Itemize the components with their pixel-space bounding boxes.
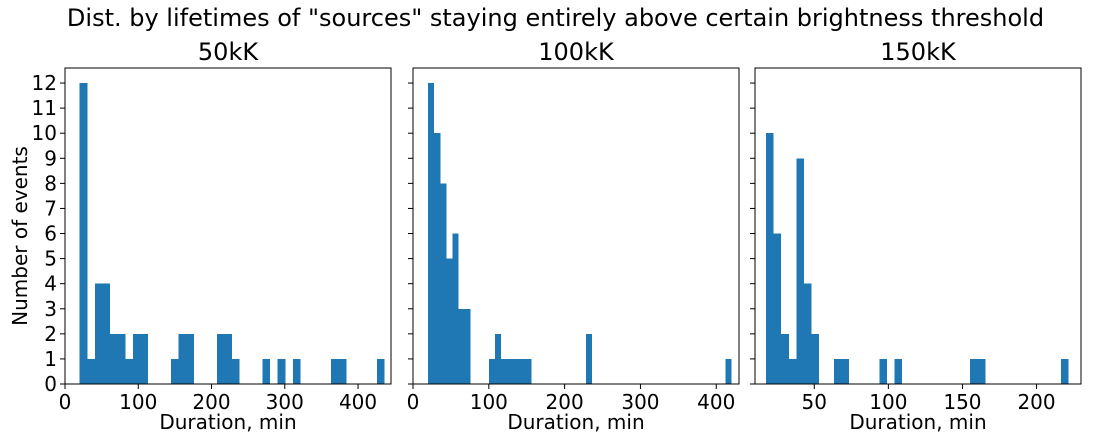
bar-panel3-bin2 [773, 233, 782, 384]
x-tick-label-panel2-200: 200 [546, 390, 584, 414]
y-tick-label-0: 0 [44, 372, 57, 396]
bar-panel2-bin13 [513, 358, 520, 384]
panel-title-2: 100kK [538, 38, 615, 66]
bar-panel2-bin9 [488, 358, 495, 384]
x-tick-label-panel3-200: 200 [1017, 390, 1055, 414]
axes-frame-panel1 [64, 67, 392, 385]
y-tick-label-3: 3 [44, 297, 57, 321]
bar-panel1-bin3 [94, 283, 103, 384]
y-tick-label-11: 11 [32, 96, 57, 120]
y-tick-label-10: 10 [32, 121, 57, 145]
bar-panel1-bin10 [171, 358, 179, 384]
bar-panel1-bin15 [232, 358, 240, 384]
bar-panel1-bin17 [277, 358, 286, 384]
bar-panel2-bin5 [452, 233, 459, 384]
x-tick-label-panel1-0: 0 [59, 390, 72, 414]
bar-panel3-bin12 [970, 358, 978, 384]
bar-panel3-bin13 [977, 358, 986, 384]
bar-panel1-bin8 [132, 333, 141, 384]
bar-panel3-bin14 [1060, 358, 1069, 384]
y-tick-label-8: 8 [44, 171, 57, 195]
axes-frame-panel2 [412, 67, 740, 385]
x-axis-label-panel1: Duration, min [159, 410, 296, 434]
panel-title-1: 50kK [198, 38, 259, 66]
panel-title-3: 150kK [880, 38, 957, 66]
x-tick-label-panel2-400: 400 [697, 390, 735, 414]
y-tick-label-12: 12 [32, 71, 57, 95]
bar-panel1-bin14 [224, 333, 233, 384]
bar-panel1-bin4 [102, 283, 111, 384]
x-tick-label-panel1-200: 200 [192, 390, 230, 414]
bar-panel2-bin16 [585, 333, 592, 384]
x-axis-label-panel3: Duration, min [849, 410, 986, 434]
bar-panel2-bin3 [440, 183, 447, 384]
bar-panel1-bin11 [178, 333, 187, 384]
bar-panel2-bin10 [494, 333, 501, 384]
bar-panel3-bin6 [803, 283, 812, 384]
x-tick-label-panel2-100: 100 [470, 390, 508, 414]
bar-panel3-bin8 [834, 358, 842, 384]
bar-panel3-bin9 [841, 358, 850, 384]
bar-panel1-bin13 [216, 333, 225, 384]
y-tick-label-6: 6 [44, 222, 57, 246]
bar-panel2-bin7 [464, 308, 471, 384]
bar-panel1-bin16 [262, 358, 271, 384]
bar-panel2-bin17 [725, 358, 732, 384]
y-tick-label-7: 7 [44, 196, 57, 220]
bar-panel1-bin9 [140, 333, 149, 384]
bar-panel3-bin7 [811, 333, 820, 384]
bar-panel3-bin3 [781, 333, 789, 384]
bar-panel1-bin18 [292, 358, 301, 384]
x-tick-label-panel3-150: 150 [943, 390, 981, 414]
bar-panel2-bin15 [525, 358, 532, 384]
bar-panel1-bin12 [186, 333, 194, 384]
bar-panel1-bin7 [125, 358, 133, 384]
x-tick-label-panel1-100: 100 [119, 390, 157, 414]
y-tick-label-1: 1 [44, 347, 57, 371]
x-axis-label-panel2: Duration, min [507, 410, 644, 434]
axes-frame-panel3 [754, 67, 1082, 385]
bar-panel3-bin11 [894, 358, 903, 384]
bar-panel1-bin19 [331, 358, 339, 384]
y-tick-label-5: 5 [44, 247, 57, 271]
bar-panel1-bin2 [87, 358, 95, 384]
bar-panel2-bin11 [500, 358, 508, 384]
x-tick-label-panel1-400: 400 [339, 390, 377, 414]
x-tick-label-panel1-300: 300 [266, 390, 304, 414]
bar-panel2-bin6 [458, 308, 465, 384]
bar-panel3-bin4 [788, 358, 797, 384]
bar-panel2-bin4 [446, 258, 453, 384]
y-tick-label-2: 2 [44, 322, 57, 346]
bar-panel2-bin2 [434, 133, 441, 384]
bar-panel1-bin6 [117, 333, 126, 384]
bar-panel1-bin5 [110, 333, 118, 384]
x-tick-label-panel3-100: 100 [869, 390, 907, 414]
bar-panel2-bin1 [428, 83, 435, 385]
x-tick-label-panel2-300: 300 [621, 390, 659, 414]
bar-panel2-bin14 [519, 358, 526, 384]
bar-panel3-bin5 [796, 158, 804, 384]
bar-panel2-bin12 [507, 358, 514, 384]
bar-panel3-bin1 [766, 133, 774, 384]
bar-panel1-bin21 [376, 358, 385, 384]
x-tick-label-panel2-0: 0 [407, 390, 420, 414]
bar-panel3-bin10 [879, 358, 888, 384]
y-tick-label-4: 4 [44, 272, 57, 296]
y-tick-label-9: 9 [44, 146, 57, 170]
bar-panel1-bin1 [79, 83, 88, 385]
bar-panel1-bin20 [338, 358, 347, 384]
x-tick-label-panel3-50: 50 [802, 390, 827, 414]
figure-title: Dist. by lifetimes of "sources" staying … [66, 4, 1045, 32]
